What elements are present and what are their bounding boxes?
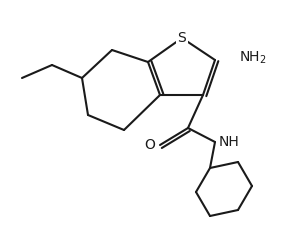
Text: S: S <box>178 31 186 45</box>
Text: NH: NH <box>219 135 240 149</box>
Text: O: O <box>144 138 155 152</box>
Text: NH$_2$: NH$_2$ <box>239 50 267 66</box>
